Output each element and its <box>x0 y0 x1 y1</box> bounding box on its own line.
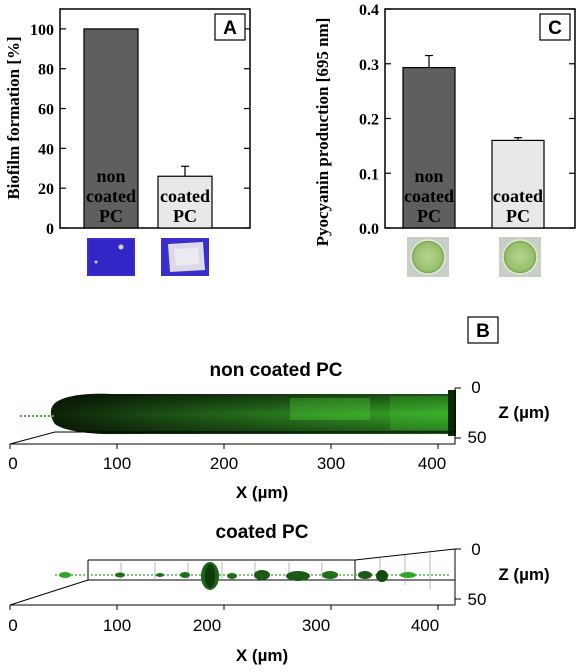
panel-a-y-label: Biofilm formation [%] <box>4 36 23 199</box>
bar-label: PC <box>417 206 441 226</box>
tick-label: 0 <box>8 616 17 635</box>
bar-label: coated <box>86 186 136 206</box>
non-coated-3d-title: non coated PC <box>209 360 342 381</box>
non-coated-x-label: X (µm) <box>236 483 288 502</box>
non-coated-x-ticks: 0 100 200 300 400 <box>8 454 446 473</box>
coated-z-tick-50: 50 <box>468 590 487 609</box>
panel-a-y-ticks: 0 20 40 60 80 100 <box>30 22 250 238</box>
tick-label: 200 <box>210 454 238 473</box>
panel-c-letter-box <box>539 13 571 41</box>
non-coated-z-tick-0: 0 <box>471 378 480 397</box>
panel-c-y-ticks: 0.0 0.1 0.2 0.3 0.4 <box>359 2 575 238</box>
coated-z-tick-0: 0 <box>471 540 480 559</box>
y-tick-label: 80 <box>38 62 54 79</box>
non-coated-coupon-photo <box>87 238 135 276</box>
y-tick-label: 0.2 <box>359 112 379 129</box>
y-tick-label: 0.4 <box>359 2 379 19</box>
tick-label: 300 <box>302 616 330 635</box>
coated-x-ticks: 0 100 200 300 400 <box>8 616 439 635</box>
coated-3d-render <box>55 562 450 590</box>
panel-b: B non coated PC 0 100 200 300 <box>8 316 550 665</box>
bar <box>402 66 456 229</box>
coated-3d-title: coated PC <box>216 522 309 543</box>
coated-z-label: Z (µm) <box>498 565 549 584</box>
y-tick-label: 20 <box>38 181 54 198</box>
coated-x-label: X (µm) <box>236 646 288 665</box>
bar-label: coated <box>493 186 543 206</box>
non-coated-z-tick-50: 50 <box>468 428 487 447</box>
non-coated-well-photo <box>407 237 449 277</box>
tick-label: 300 <box>317 454 345 473</box>
non-coated-z-label: Z (µm) <box>498 403 549 422</box>
coated-coupon-photo <box>161 238 209 276</box>
coated-3d-axes <box>9 548 461 610</box>
panel-a-letter: A <box>223 18 237 39</box>
tick-label: 0 <box>8 454 17 473</box>
y-tick-label: 0.3 <box>359 57 379 74</box>
coated-well-photo <box>499 237 541 277</box>
bar <box>83 28 139 229</box>
y-tick-label: 0.1 <box>359 166 379 183</box>
non-coated-3d-axes <box>9 387 461 449</box>
y-tick-label: 0.0 <box>359 221 379 238</box>
tick-label: 100 <box>103 616 131 635</box>
bar-label: non <box>414 166 443 186</box>
panel-b-letter-box <box>467 316 499 344</box>
y-tick-label: 100 <box>30 22 54 39</box>
bar-label: coated <box>160 186 210 206</box>
bar-label: coated <box>404 186 454 206</box>
panel-a-letter-box <box>214 13 246 41</box>
panel-b-letter: B <box>476 321 490 342</box>
tick-label: 200 <box>193 616 221 635</box>
panel-a-frame <box>59 8 251 229</box>
y-tick-label: 60 <box>38 102 54 119</box>
bar-label: PC <box>506 206 530 226</box>
bar-label: PC <box>173 206 197 226</box>
non-coated-3d-render <box>20 390 456 436</box>
tick-label: 400 <box>418 454 446 473</box>
bar-label: non <box>96 166 125 186</box>
panel-c-y-label: Pyocyanin production [695 nm] <box>313 18 332 247</box>
bar-label: PC <box>99 206 123 226</box>
y-tick-label: 40 <box>38 141 54 158</box>
tick-label: 100 <box>103 454 131 473</box>
panel-c-letter: C <box>548 18 562 39</box>
tick-label: 400 <box>411 616 439 635</box>
y-tick-label: 0 <box>46 221 54 238</box>
